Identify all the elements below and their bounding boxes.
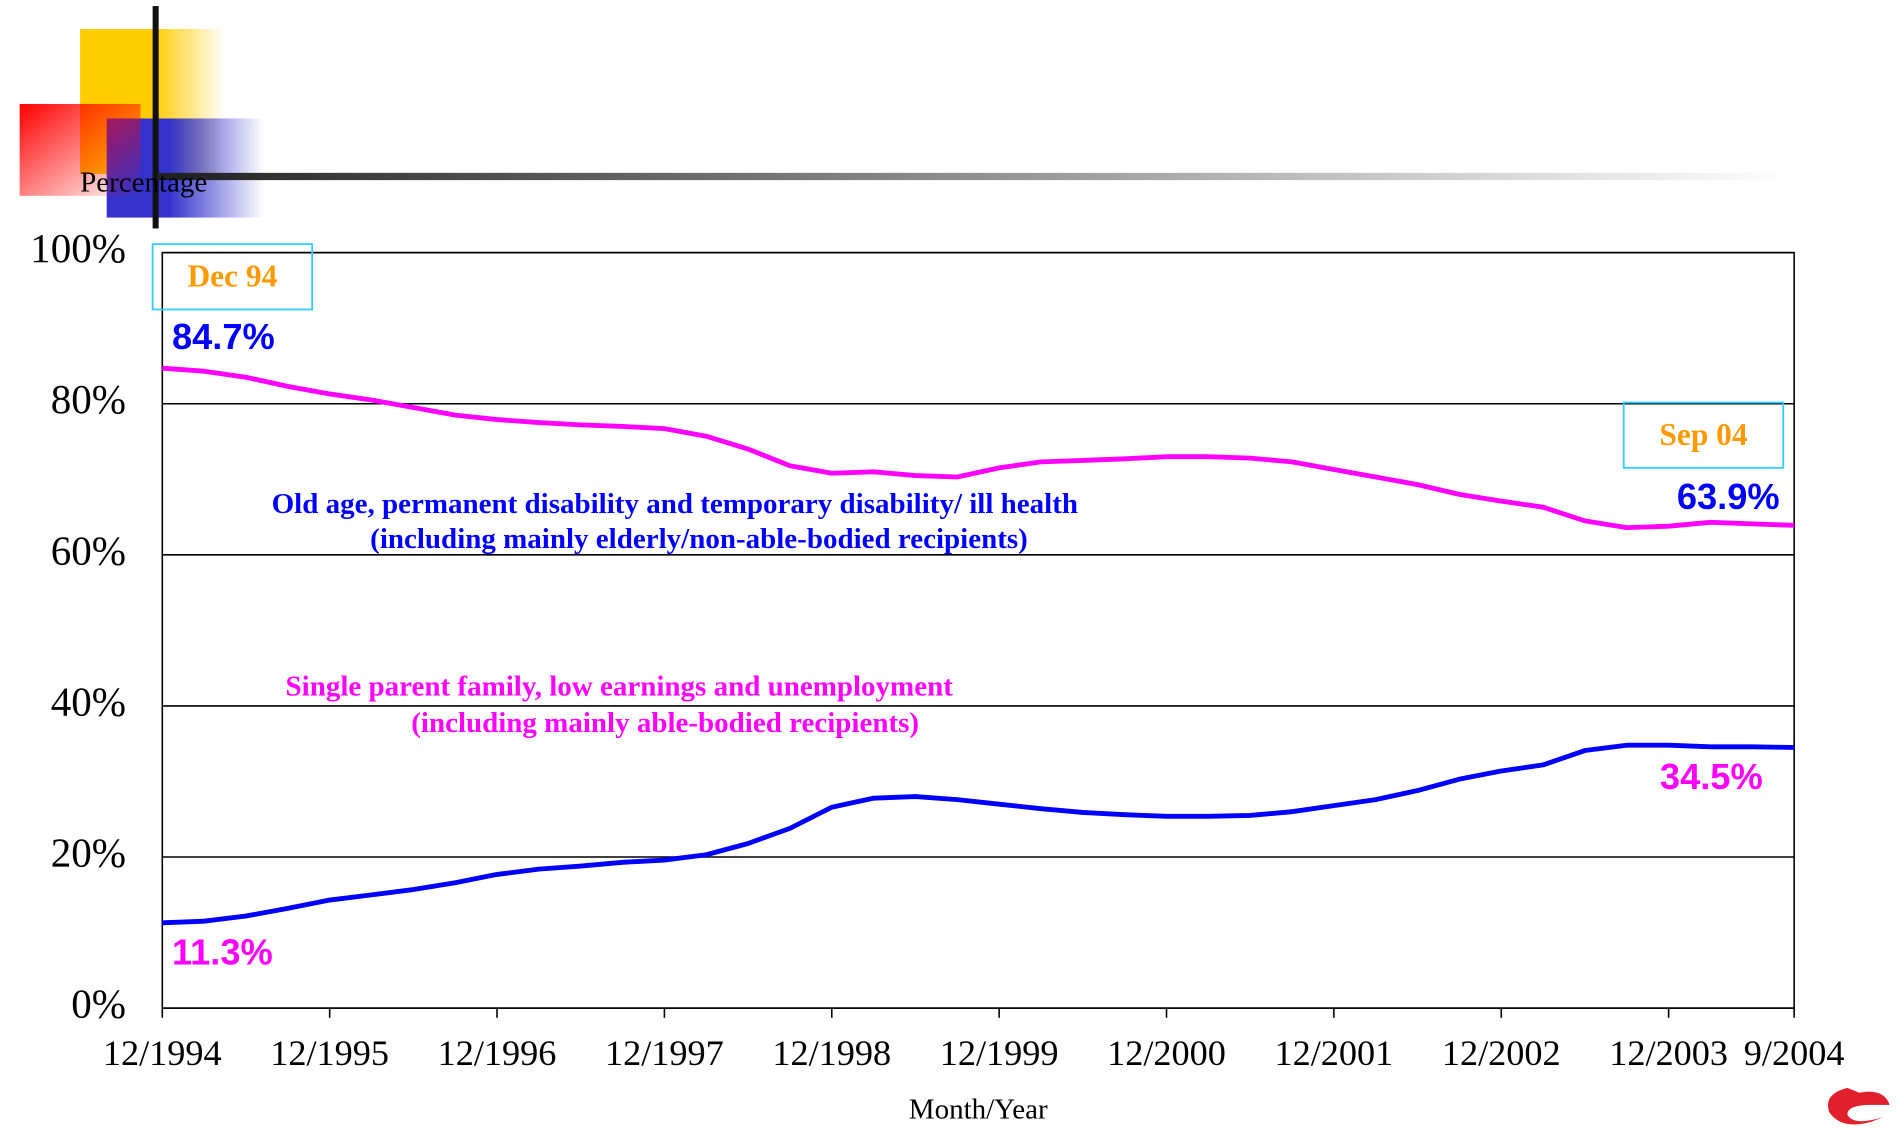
annotation-box <box>1622 401 1785 469</box>
annotation-box <box>151 243 314 311</box>
x-tick-label: 12/1998 <box>772 1033 891 1073</box>
x-tick-label: 12/2002 <box>1442 1033 1561 1073</box>
x-axis-label: Month/Year <box>909 1094 1048 1126</box>
y-tick-label: 20% <box>51 829 126 875</box>
series-label-detail: (including mainly able-bodied recipients… <box>411 707 919 739</box>
x-tick-label: 12/1995 <box>270 1033 389 1073</box>
y-tick-label: 60% <box>51 527 126 573</box>
x-tick-label: 12/1996 <box>438 1033 557 1073</box>
y-tick-label: 100% <box>30 225 126 271</box>
y-axis-label: Percentage <box>80 167 207 199</box>
x-tick-label: 12/1999 <box>940 1033 1059 1073</box>
series-label-detail: (including mainly elderly/non-able-bodie… <box>370 523 1028 555</box>
series-label: Old age, permanent disability and tempor… <box>272 488 1078 520</box>
plot-frame <box>161 251 1795 1009</box>
x-tick-label: 9/2004 <box>1744 1033 1845 1073</box>
x-tick-label: 12/2003 <box>1609 1033 1728 1073</box>
annotation: 34.5% <box>1660 756 1763 797</box>
series-line <box>162 365 1795 531</box>
x-tick-label: 12/2000 <box>1107 1033 1226 1073</box>
x-tick-label: 12/2001 <box>1274 1033 1393 1073</box>
x-tick-label: 12/1997 <box>605 1033 724 1073</box>
annotation: 63.9% <box>1677 476 1780 517</box>
decoration <box>19 6 1890 1125</box>
series-line <box>162 742 1795 926</box>
annotation: 84.7% <box>172 316 275 357</box>
annotation: Dec 94 <box>187 258 277 293</box>
x-tick-label: 12/1994 <box>103 1033 222 1073</box>
series-label: Single parent family, low earnings and u… <box>286 671 954 703</box>
annotation: Sep 04 <box>1659 417 1747 452</box>
annotation: 11.3% <box>172 932 273 973</box>
y-tick-label: 40% <box>51 678 126 724</box>
y-tick-label: 0% <box>71 981 126 1027</box>
y-tick-label: 80% <box>51 376 126 422</box>
